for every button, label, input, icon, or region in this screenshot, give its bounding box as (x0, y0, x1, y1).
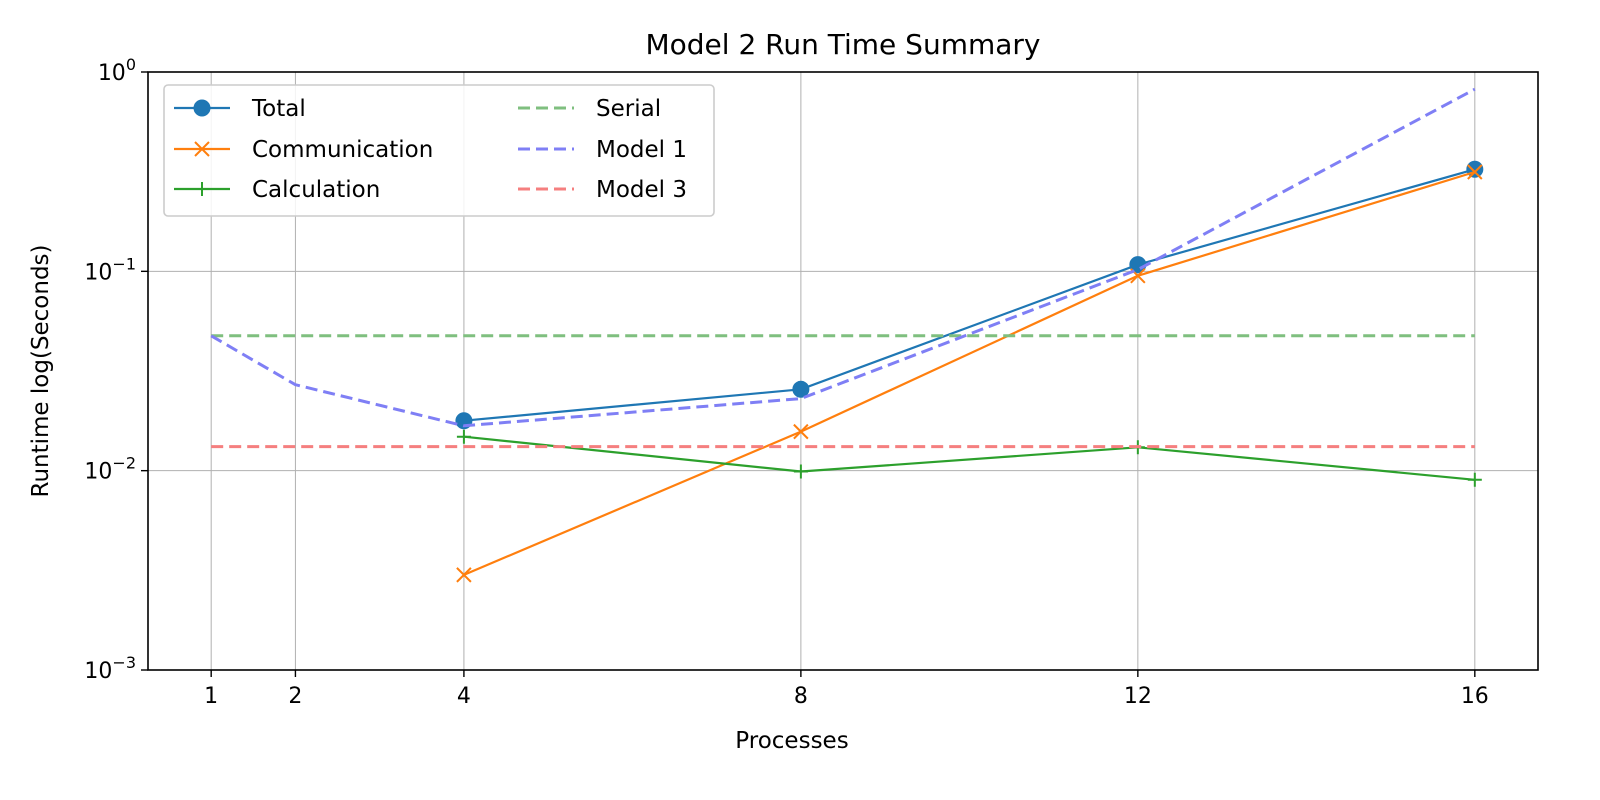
legend-box (163, 84, 715, 217)
communication-line (463, 170, 1476, 576)
legend-marker (194, 141, 210, 157)
y-tick-label: 10−2 (84, 454, 136, 485)
x-axis-label: Processes (735, 728, 848, 754)
legend-item-calculation: Calculation (174, 177, 380, 203)
x-tick-label: 2 (288, 684, 302, 709)
communication-point (456, 567, 472, 583)
legend-label: Model 3 (596, 177, 687, 203)
y-axis-label: Runtime log(Seconds) (28, 244, 54, 497)
calculation-point (456, 429, 471, 444)
x-tick-label: 8 (794, 684, 808, 709)
calculation-line (463, 435, 1475, 481)
y-tick-label: 10−3 (84, 653, 136, 684)
communication-point (793, 423, 809, 440)
legend-label: Serial (596, 96, 661, 122)
legend-label: Communication (252, 137, 433, 163)
series-model-1 (210, 87, 1476, 428)
total-point (792, 380, 810, 398)
legend-item-model-3: Model 3 (518, 177, 687, 203)
y-tick-label: 10−1 (84, 254, 136, 285)
legend: Total Communication Calculation Serial Model… (163, 84, 715, 217)
legend-label: Calculation (252, 177, 380, 203)
calculation-point (1467, 472, 1482, 487)
x-tick-label: 4 (457, 684, 471, 709)
legend-marker (193, 99, 211, 117)
plot-frame (147, 71, 1539, 671)
legend-marker (195, 182, 209, 196)
communication-point (1467, 164, 1483, 180)
model-1-line (210, 87, 1476, 428)
total-point (1466, 160, 1484, 178)
chart-title: Model 2 Run Time Summary (645, 28, 1040, 61)
legend-item-total: Total (174, 96, 306, 122)
legend-label: Model 1 (596, 137, 687, 163)
series-calculation (456, 429, 1482, 487)
x-tick-label: 1 (204, 684, 218, 709)
total-line (463, 168, 1476, 422)
x-tick-label: 16 (1461, 684, 1489, 709)
series-communication (456, 164, 1483, 583)
legend-label: Total (251, 96, 306, 122)
series-total (455, 160, 1484, 430)
y-tick-label: 100 (98, 55, 136, 86)
legend-item-model-1: Model 1 (518, 137, 687, 163)
x-tick-label: 12 (1124, 684, 1152, 709)
calculation-point (793, 464, 808, 479)
legend-item-serial: Serial (518, 96, 661, 122)
legend-item-communication: Communication (174, 137, 433, 163)
series-layer (210, 87, 1484, 583)
